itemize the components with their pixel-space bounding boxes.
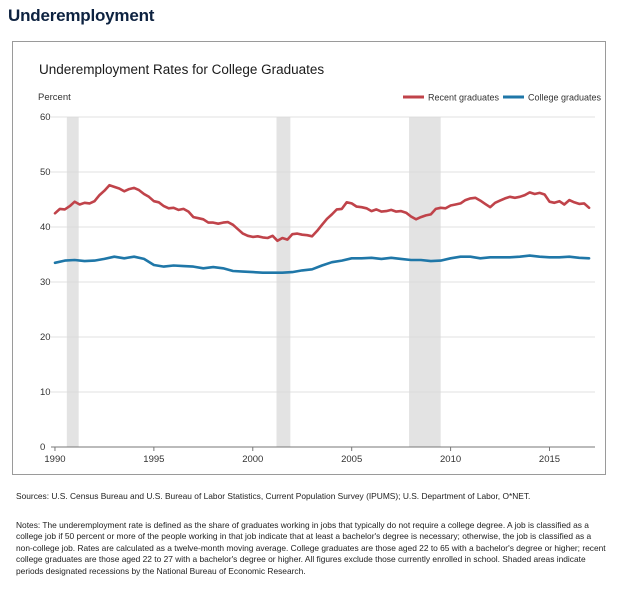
y-tick-labels: 0 10 20 30 40 50 60: [40, 112, 51, 453]
legend: Recent graduates College graduates: [403, 93, 602, 103]
gridlines: [51, 116, 595, 448]
y-tick-50: 50: [40, 167, 51, 178]
y-tick-0: 0: [40, 442, 45, 453]
series-line-college: [53, 254, 591, 274]
y-tick-20: 20: [40, 332, 51, 343]
legend-label-recent-graduates: Recent graduates: [428, 93, 500, 103]
y-tick-40: 40: [40, 222, 51, 233]
chart-frame: Underemployment Rates for College Gradua…: [12, 41, 606, 475]
y-axis-label: Percent: [38, 92, 71, 103]
x-tick-labels: 1990 1995 2000 2005 2010 2015: [44, 447, 560, 465]
legend-label-college-graduates: College graduates: [528, 93, 602, 103]
underemployment-chart: Underemployment Rates for College Gradua…: [38, 62, 602, 465]
series-lines: [53, 183, 591, 274]
y-tick-30: 30: [40, 277, 51, 288]
chart-title: Underemployment Rates for College Gradua…: [39, 62, 324, 77]
methodology-notes: Notes: The underemployment rate is defin…: [16, 520, 606, 576]
sources-note: Sources: U.S. Census Bureau and U.S. Bur…: [16, 491, 531, 501]
page-title: Underemployment: [8, 6, 155, 25]
y-tick-10: 10: [40, 387, 51, 398]
x-tick-1990: 1990: [44, 454, 65, 465]
y-tick-60: 60: [40, 112, 51, 123]
x-tick-2005: 2005: [341, 454, 362, 465]
x-tick-2010: 2010: [440, 454, 461, 465]
x-tick-2015: 2015: [539, 454, 560, 465]
series-line-recent: [53, 183, 591, 243]
x-tick-1995: 1995: [143, 454, 164, 465]
x-tick-2000: 2000: [242, 454, 263, 465]
